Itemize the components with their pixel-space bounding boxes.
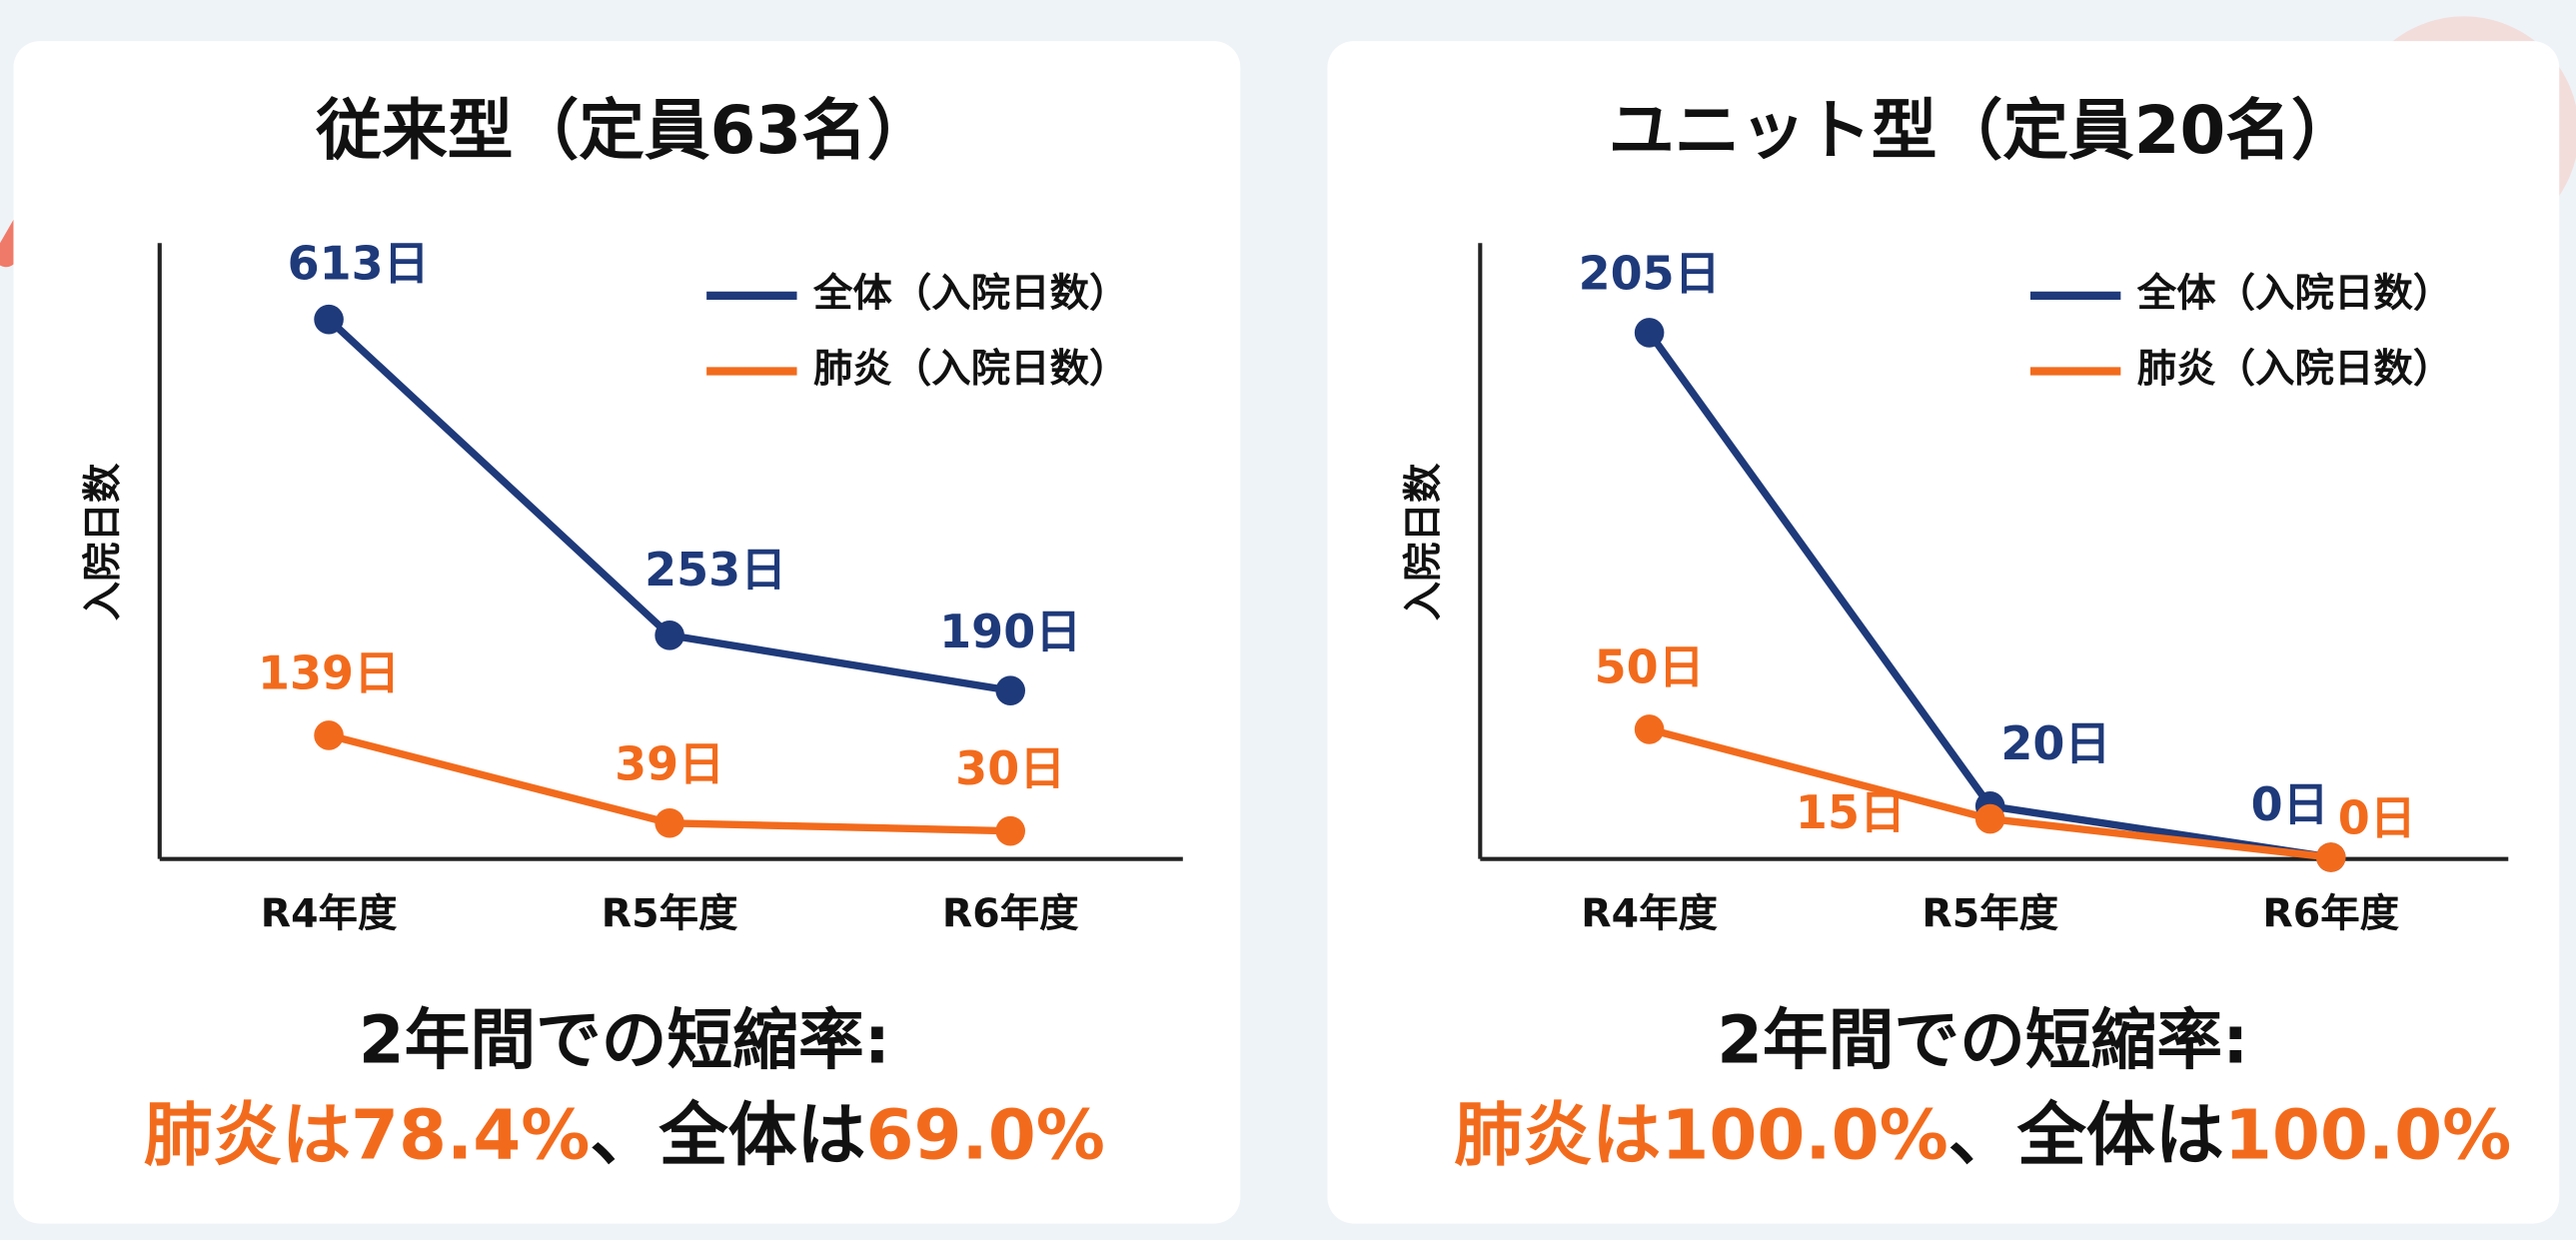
data-label: 190日	[939, 605, 1081, 658]
data-label: 0日	[2251, 777, 2329, 831]
data-point	[2315, 842, 2346, 872]
summary-heading: 2年間での短縮率:	[1717, 1001, 2248, 1078]
x-tick-label: R6年度	[2262, 891, 2399, 937]
summary-part: 78.4%	[351, 1096, 590, 1176]
data-point	[1634, 714, 1665, 744]
data-point	[995, 815, 1026, 846]
data-label: 15日	[1796, 785, 1906, 839]
y-axis-label: 入院日数	[80, 463, 126, 620]
data-label: 39日	[615, 736, 724, 790]
x-tick-label: R5年度	[1922, 891, 2058, 937]
data-label: 613日	[288, 237, 430, 291]
x-tick-label: R6年度	[942, 891, 1079, 937]
summary: 肺炎は78.4%、全体は69.0%	[144, 1096, 1105, 1176]
x-tick-label: R4年度	[261, 891, 398, 937]
data-label: 253日	[644, 543, 786, 597]
x-tick-label: R4年度	[1581, 891, 1718, 937]
summary-part: 、全体は	[1948, 1096, 2224, 1176]
chart-title: ユニット型（定員20名）	[1609, 92, 2357, 169]
x-tick-label: R5年度	[602, 891, 738, 937]
data-label: 20日	[2000, 716, 2110, 770]
legend-label: 全体（入院日数）	[2136, 270, 2453, 316]
summary-part: 100.0%	[1661, 1096, 1947, 1176]
summary-part: 、全体は	[590, 1096, 865, 1176]
summary-part: 肺炎は	[144, 1096, 351, 1176]
card	[13, 41, 1241, 1224]
data-point	[995, 675, 1026, 705]
data-point	[654, 807, 684, 838]
summary-part: 69.0%	[866, 1096, 1105, 1176]
data-point	[1634, 318, 1665, 348]
legend-label: 肺炎（入院日数）	[2137, 346, 2453, 392]
data-label: 0日	[2338, 790, 2416, 844]
summary: 肺炎は100.0%、全体は100.0%	[1454, 1096, 2511, 1176]
chart-title: 従来型（定員63名）	[315, 92, 932, 169]
legend-label: 全体（入院日数）	[812, 270, 1129, 316]
summary-part: 100.0%	[2224, 1096, 2511, 1176]
data-label: 30日	[955, 741, 1065, 795]
summary-heading: 2年間での短縮率:	[359, 1001, 890, 1078]
data-label: 50日	[1595, 639, 1705, 693]
data-point	[314, 720, 344, 750]
legend-label: 肺炎（入院日数）	[813, 346, 1129, 392]
summary-part: 肺炎は	[1454, 1096, 1661, 1176]
data-point	[654, 620, 684, 650]
data-label: 139日	[258, 645, 400, 699]
y-axis-label: 入院日数	[1401, 463, 1447, 620]
data-point	[1974, 803, 2005, 834]
data-label: 205日	[1579, 247, 1721, 301]
data-point	[314, 304, 344, 335]
